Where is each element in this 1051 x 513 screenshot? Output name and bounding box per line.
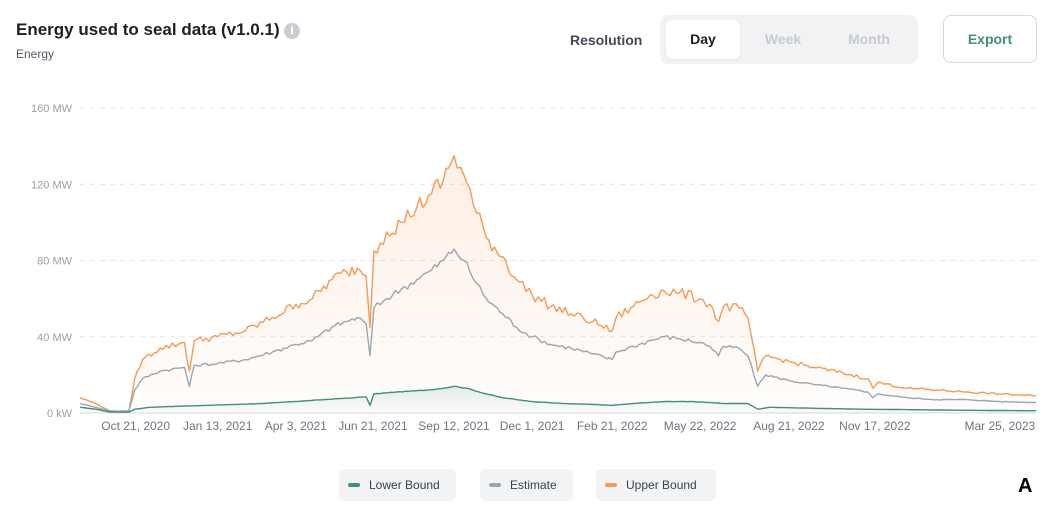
y-tick-label: 160 MW [31,103,73,115]
y-tick-label: 0 kW [47,408,73,420]
x-tick-label: Mar 25, 2023 [965,419,1036,433]
upper-bound-line [79,155,1036,412]
legend-lower-bound-swatch [348,483,360,487]
legend-estimate[interactable]: Estimate [480,469,573,501]
x-tick-label: Sep 12, 2021 [418,419,490,433]
upper-bound-area [80,155,1036,413]
panel-label: A [1018,475,1033,497]
y-tick-label: 120 MW [31,179,73,191]
resolution-month-button[interactable]: Month [848,31,890,47]
x-tick-label: Apr 3, 2021 [265,419,327,433]
x-tick-label: Jan 13, 2021 [183,419,253,433]
legend-lower-bound-label: Lower Bound [369,478,440,492]
legend-lower-bound[interactable]: Lower Bound [339,469,456,501]
resolution-week-button[interactable]: Week [764,31,802,47]
legend-upper-bound[interactable]: Upper Bound [596,469,716,501]
estimate-line [79,248,1037,412]
resolution-day-button[interactable]: Day [666,20,740,59]
lower-bound-area [80,386,1036,413]
chart-title: Energy used to seal data (v1.0.1) [16,20,280,39]
resolution-label: Resolution [570,32,643,48]
y-tick-label: 80 MW [37,256,72,268]
x-tick-label: Nov 17, 2022 [839,419,911,433]
resolution-toggle: Day Week Month [660,15,918,64]
legend-upper-bound-swatch [605,483,617,487]
x-tick-label: May 22, 2022 [664,419,737,433]
info-icon[interactable]: i [284,23,300,39]
energy-line-chart: 0 kW 40 MW 80 MW 120 MW 160 MW Oct 21, 2020 Ja… [31,103,1037,433]
y-tick-label: 40 MW [37,332,72,344]
x-tick-label: Feb 21, 2022 [577,419,648,433]
x-tick-label: Aug 21, 2022 [753,419,825,433]
chart-subtitle: Energy [16,47,55,61]
x-tick-label: Jun 21, 2021 [338,419,408,433]
x-tick-label: Dec 1, 2021 [500,419,565,433]
legend-estimate-swatch [489,483,501,487]
export-button[interactable]: Export [943,15,1037,63]
legend-estimate-label: Estimate [510,478,557,492]
legend-upper-bound-label: Upper Bound [626,478,697,492]
lower-bound-line [79,385,1036,413]
x-tick-label: Oct 21, 2020 [101,419,170,433]
